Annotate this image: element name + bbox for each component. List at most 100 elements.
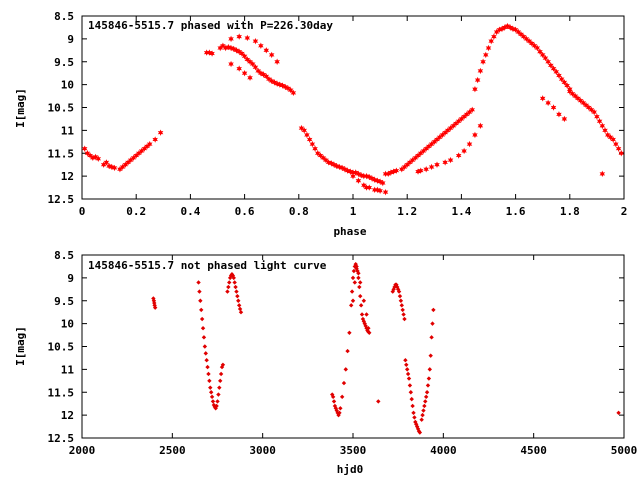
phased-data-point: [260, 71, 267, 78]
unphased-y-tick-label: 9: [67, 272, 74, 285]
phased-axis-ticks: 0 0.2 0.4 0.6 0.8 1 1.2 1.4 1.6 1.8 2 8.5 9 9.5 10 10.5…: [48, 10, 628, 218]
unphased-plot: 145846-5515.7 not phased light curve hjd…: [14, 249, 637, 476]
unphased-y-tick-label: 10.5: [48, 341, 75, 354]
unphased-x-tick-label: 2000: [69, 444, 96, 457]
unphased-data-point: [208, 385, 213, 390]
phased-data-point: [594, 113, 600, 120]
phased-data-point: [81, 145, 88, 152]
phased-data-point: [325, 159, 332, 166]
unphased-x-tick-label: 4000: [430, 444, 457, 457]
unphased-y-tick-label: 12.5: [48, 432, 75, 445]
phased-y-axis-label: I[mag]: [14, 88, 27, 128]
phased-data-point: [366, 184, 373, 191]
phased-data-point: [596, 118, 603, 125]
unphased-data-point: [236, 303, 242, 308]
phased-data-point: [236, 33, 242, 40]
phased-data-point: [274, 58, 280, 65]
phased-data-point: [361, 172, 367, 180]
unphased-data-point: [431, 307, 436, 313]
unphased-data-point: [225, 289, 230, 294]
phased-data-point: [477, 67, 484, 75]
phased-data-point: [575, 95, 581, 102]
phased-data-point: [477, 122, 484, 129]
phased-data-point: [331, 161, 337, 168]
phased-data-point: [512, 26, 519, 33]
phased-data-point: [320, 154, 326, 162]
phased-data-point: [604, 131, 611, 139]
phased-data-point: [572, 92, 578, 100]
unphased-data-point: [423, 399, 428, 404]
phased-data-point: [282, 83, 289, 91]
phased-data-point: [537, 48, 543, 55]
phased-data-point: [361, 182, 367, 189]
phased-data-point: [342, 166, 348, 173]
unphased-data-point: [419, 417, 424, 422]
phased-data-point: [268, 51, 275, 59]
phased-data-point: [111, 164, 118, 172]
unphased-data-point: [409, 396, 414, 402]
phased-data-point: [472, 86, 478, 93]
unphased-y-axis-label: I[mag]: [14, 326, 27, 366]
unphased-data-point: [429, 335, 434, 340]
phased-data-point: [510, 25, 516, 33]
phased-data-point: [236, 65, 242, 72]
unphased-x-tick-label: 5000: [611, 444, 638, 457]
phased-data-point: [274, 80, 280, 87]
unphased-data-point: [350, 298, 356, 303]
phased-data-point: [328, 160, 335, 167]
phased-data-point: [277, 81, 283, 88]
unphased-data-point: [216, 392, 221, 397]
unphased-data-point: [354, 264, 359, 269]
unphased-data-point: [339, 394, 345, 400]
phased-data-point: [244, 56, 251, 63]
phased-data-point: [290, 89, 297, 97]
unphased-data-point: [356, 275, 361, 281]
phased-data-point: [374, 186, 381, 194]
phased-data-point: [119, 163, 126, 171]
phased-data-point: [287, 86, 294, 94]
phased-data-point: [157, 129, 164, 136]
phased-data-point: [122, 161, 129, 168]
phased-data-point: [144, 143, 150, 150]
phased-data-point: [315, 150, 321, 157]
unphased-data-point: [420, 412, 425, 418]
phased-data-point: [206, 49, 213, 56]
phased-data-point: [485, 44, 492, 52]
phased-data-point: [109, 163, 115, 171]
phased-data-point: [526, 37, 532, 45]
phased-data-point: [550, 65, 557, 72]
phased-data-point: [534, 44, 541, 52]
phased-data-point: [241, 69, 248, 77]
unphased-data-point: [401, 312, 406, 317]
phased-data-point: [442, 159, 448, 166]
phased-data-point: [233, 47, 240, 54]
phased-data-point: [466, 140, 473, 148]
phased-data-point: [371, 176, 378, 183]
phased-x-tick-label: 0.8: [289, 205, 309, 218]
phased-data-point: [423, 166, 429, 173]
phased-x-tick-label: 2: [621, 205, 628, 218]
phased-x-tick-label: 0: [79, 205, 86, 218]
unphased-data-point: [411, 410, 416, 416]
phased-data-point: [401, 163, 408, 171]
phased-data-point: [464, 111, 470, 118]
phased-data-point: [323, 156, 329, 164]
phased-plot: 145846-5515.7 phased with P=226.30day ph…: [14, 10, 627, 238]
phased-data-point: [466, 108, 473, 116]
phased-data-point: [100, 161, 107, 168]
phased-data-point: [499, 25, 505, 33]
phased-data-point: [545, 99, 551, 107]
phased-data-point: [539, 95, 546, 102]
unphased-data-point: [337, 410, 342, 416]
phased-data-point: [591, 108, 597, 116]
phased-data-point: [95, 155, 102, 162]
phased-data-point: [103, 159, 110, 166]
unphased-x-axis-label: hjd0: [337, 463, 364, 476]
phased-data-point: [382, 170, 389, 178]
phased-data-point: [531, 42, 538, 49]
phased-data-point: [518, 31, 524, 38]
phased-data-point: [306, 136, 313, 143]
unphased-data-point: [196, 280, 201, 285]
unphased-data-point: [406, 376, 412, 381]
phased-data-point: [580, 99, 587, 107]
